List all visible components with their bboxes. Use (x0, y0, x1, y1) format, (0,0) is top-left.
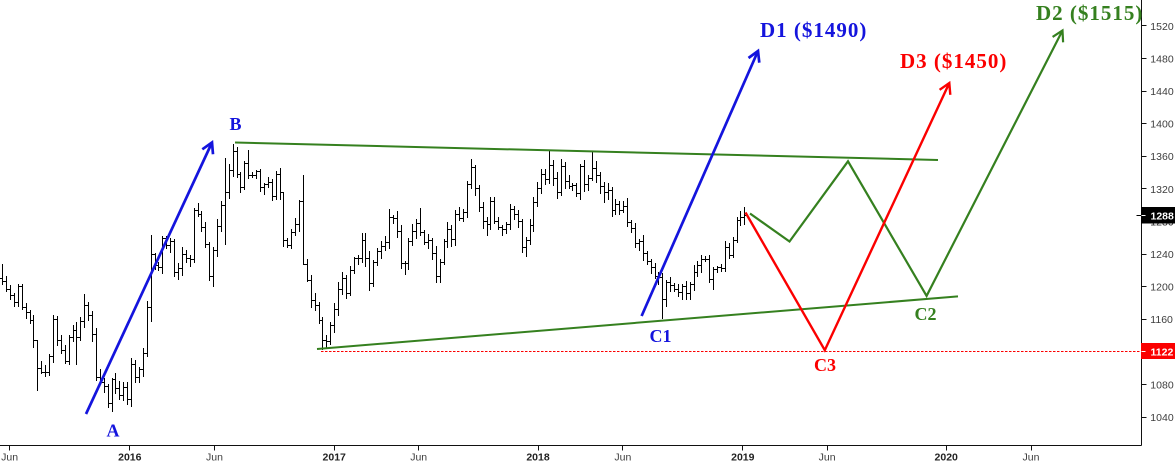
svg-text:Jun: Jun (206, 452, 223, 464)
svg-text:Jun: Jun (1023, 452, 1040, 464)
svg-text:1440: 1440 (1150, 86, 1174, 98)
svg-text:2017: 2017 (323, 452, 347, 464)
svg-text:1520: 1520 (1150, 21, 1174, 33)
svg-text:Jun: Jun (614, 452, 631, 464)
svg-text:1160: 1160 (1150, 314, 1173, 326)
svg-text:1400: 1400 (1150, 119, 1174, 131)
svg-text:Jun: Jun (410, 452, 427, 464)
svg-text:1320: 1320 (1150, 184, 1174, 196)
svg-text:C3: C3 (814, 355, 836, 375)
svg-text:D1 ($1490): D1 ($1490) (760, 18, 867, 42)
svg-text:A: A (107, 421, 120, 441)
svg-text:2019: 2019 (731, 452, 755, 464)
svg-text:D2 ($1515): D2 ($1515) (1036, 1, 1143, 25)
svg-text:2016: 2016 (118, 452, 142, 464)
svg-text:C2: C2 (915, 304, 937, 324)
svg-text:1080: 1080 (1150, 379, 1174, 391)
svg-text:1122: 1122 (1151, 347, 1174, 359)
svg-text:2018: 2018 (526, 452, 550, 464)
svg-text:1040: 1040 (1150, 412, 1174, 424)
svg-text:Jun: Jun (1, 452, 18, 464)
svg-text:1240: 1240 (1150, 249, 1174, 261)
svg-text:1200: 1200 (1150, 282, 1174, 294)
svg-text:C1: C1 (650, 326, 672, 346)
svg-text:Jun: Jun (819, 452, 836, 464)
svg-text:B: B (229, 114, 241, 134)
svg-text:D3 ($1450): D3 ($1450) (900, 49, 1007, 73)
svg-text:1480: 1480 (1150, 53, 1174, 65)
svg-text:1288: 1288 (1151, 211, 1175, 223)
svg-text:1360: 1360 (1150, 151, 1174, 163)
svg-text:2020: 2020 (935, 452, 959, 464)
